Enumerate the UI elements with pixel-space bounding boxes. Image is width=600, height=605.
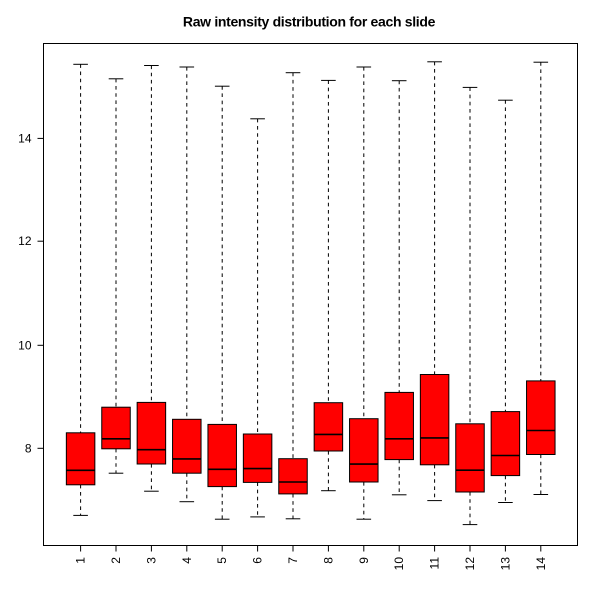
svg-text:Raw intensity distribution for: Raw intensity distribution for each slid… xyxy=(183,14,436,30)
svg-text:12: 12 xyxy=(463,557,477,571)
svg-text:3: 3 xyxy=(144,557,158,564)
svg-text:8: 8 xyxy=(25,441,32,455)
svg-text:5: 5 xyxy=(215,557,229,564)
svg-text:4: 4 xyxy=(180,557,194,564)
svg-text:1: 1 xyxy=(74,557,88,564)
svg-text:8: 8 xyxy=(321,557,335,564)
svg-text:12: 12 xyxy=(18,234,32,248)
svg-text:13: 13 xyxy=(498,557,512,571)
svg-text:11: 11 xyxy=(428,557,442,570)
svg-text:14: 14 xyxy=(534,557,548,571)
svg-text:14: 14 xyxy=(18,131,32,145)
svg-text:10: 10 xyxy=(392,557,406,571)
svg-text:2: 2 xyxy=(109,557,123,564)
svg-text:10: 10 xyxy=(18,338,32,352)
svg-text:6: 6 xyxy=(251,557,265,564)
svg-text:7: 7 xyxy=(286,557,300,564)
svg-text:9: 9 xyxy=(357,557,371,564)
